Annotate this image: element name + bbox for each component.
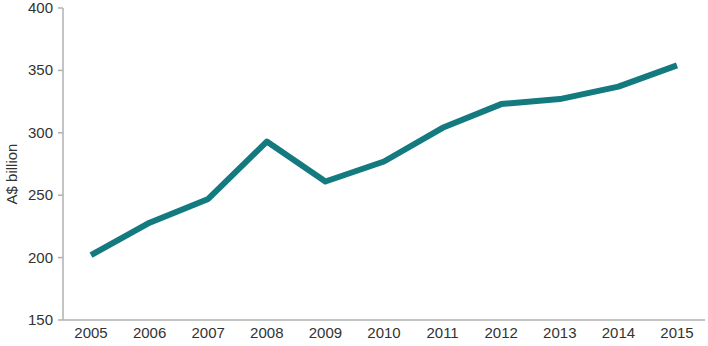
x-tick-label: 2006 xyxy=(133,324,166,341)
y-axis-label: A$ billion xyxy=(3,144,20,205)
y-tick xyxy=(58,7,63,9)
x-tick-label: 2015 xyxy=(660,324,693,341)
x-tick-label: 2014 xyxy=(602,324,635,341)
x-tick-label: 2012 xyxy=(485,324,518,341)
x-tick-label: 2010 xyxy=(367,324,400,341)
x-tick-label: 2005 xyxy=(74,324,107,341)
y-tick-label: 350 xyxy=(28,61,53,78)
y-tick xyxy=(58,132,63,134)
y-tick xyxy=(58,319,63,321)
y-tick-label: 400 xyxy=(28,0,53,16)
y-axis-line xyxy=(62,8,64,320)
x-tick-label: 2013 xyxy=(543,324,576,341)
y-tick-label: 150 xyxy=(28,311,53,328)
y-tick xyxy=(58,194,63,196)
y-tick xyxy=(58,257,63,259)
x-tick-label: 2007 xyxy=(192,324,225,341)
data-line xyxy=(91,65,677,255)
y-tick-label: 300 xyxy=(28,124,53,141)
series-group xyxy=(91,65,677,255)
y-tick-label: 250 xyxy=(28,186,53,203)
x-tick-label: 2008 xyxy=(250,324,283,341)
chart: 150 200 250 300 350 400 2005 2006 2007 2008 2009 20… xyxy=(0,0,708,346)
y-tick xyxy=(58,70,63,72)
x-tick-label: 2009 xyxy=(309,324,342,341)
x-axis-line xyxy=(63,319,705,321)
x-tick-label: 2011 xyxy=(426,324,458,341)
y-tick-label: 200 xyxy=(28,249,53,266)
